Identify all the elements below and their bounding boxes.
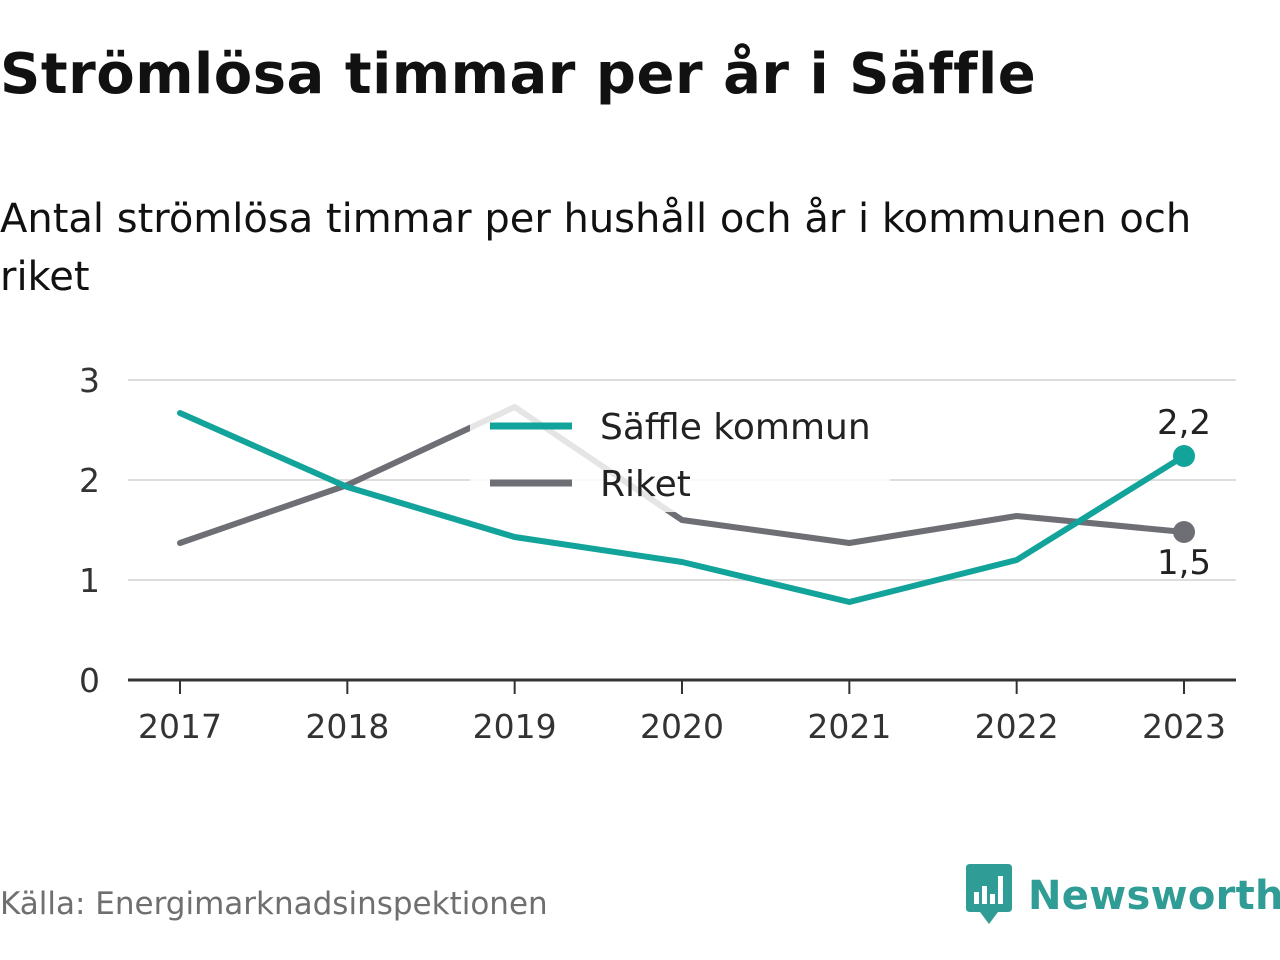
legend-background xyxy=(470,394,890,512)
x-tick-label: 2017 xyxy=(138,707,222,746)
x-tick-label: 2018 xyxy=(305,707,389,746)
end-value-label: 1,5 xyxy=(1157,543,1211,583)
brand-name: Newsworthy xyxy=(1028,873,1280,919)
y-tick-label: 0 xyxy=(79,661,100,700)
brand-logo: Newsworthy xyxy=(964,864,1280,928)
series-line xyxy=(177,410,1187,605)
x-tick-label: 2021 xyxy=(807,707,891,746)
chart-title: Strömlösa timmar per år i Säffle xyxy=(0,42,1037,107)
end-point xyxy=(1173,521,1195,543)
legend-label: Riket xyxy=(600,464,691,505)
x-tick-label: 2022 xyxy=(975,707,1059,746)
y-tick-label: 2 xyxy=(79,461,100,500)
end-point xyxy=(1173,445,1195,467)
x-tick-label: 2023 xyxy=(1142,707,1226,746)
legend-label: Säffle kommun xyxy=(600,407,871,448)
y-axis-ticks: 0 1 2 3 xyxy=(79,361,100,700)
legend: Säffle kommun Riket xyxy=(470,394,890,512)
x-axis: 2017 2018 2019 2020 2021 2022 2023 xyxy=(128,678,1236,746)
x-tick-label: 2020 xyxy=(640,707,724,746)
x-tick-label: 2019 xyxy=(473,707,557,746)
chart-subtitle: Antal strömlösa timmar per hushåll och å… xyxy=(0,196,1192,300)
newsworthy-logo-icon xyxy=(966,864,1012,924)
source-note: Källa: Energimarknadsinspektionen xyxy=(0,886,548,922)
end-value-label: 2,2 xyxy=(1157,403,1211,443)
series-lines xyxy=(177,404,1187,605)
y-tick-label: 3 xyxy=(79,361,100,400)
y-tick-label: 1 xyxy=(79,561,100,600)
end-labels: 2,2 1,5 xyxy=(1157,403,1211,583)
